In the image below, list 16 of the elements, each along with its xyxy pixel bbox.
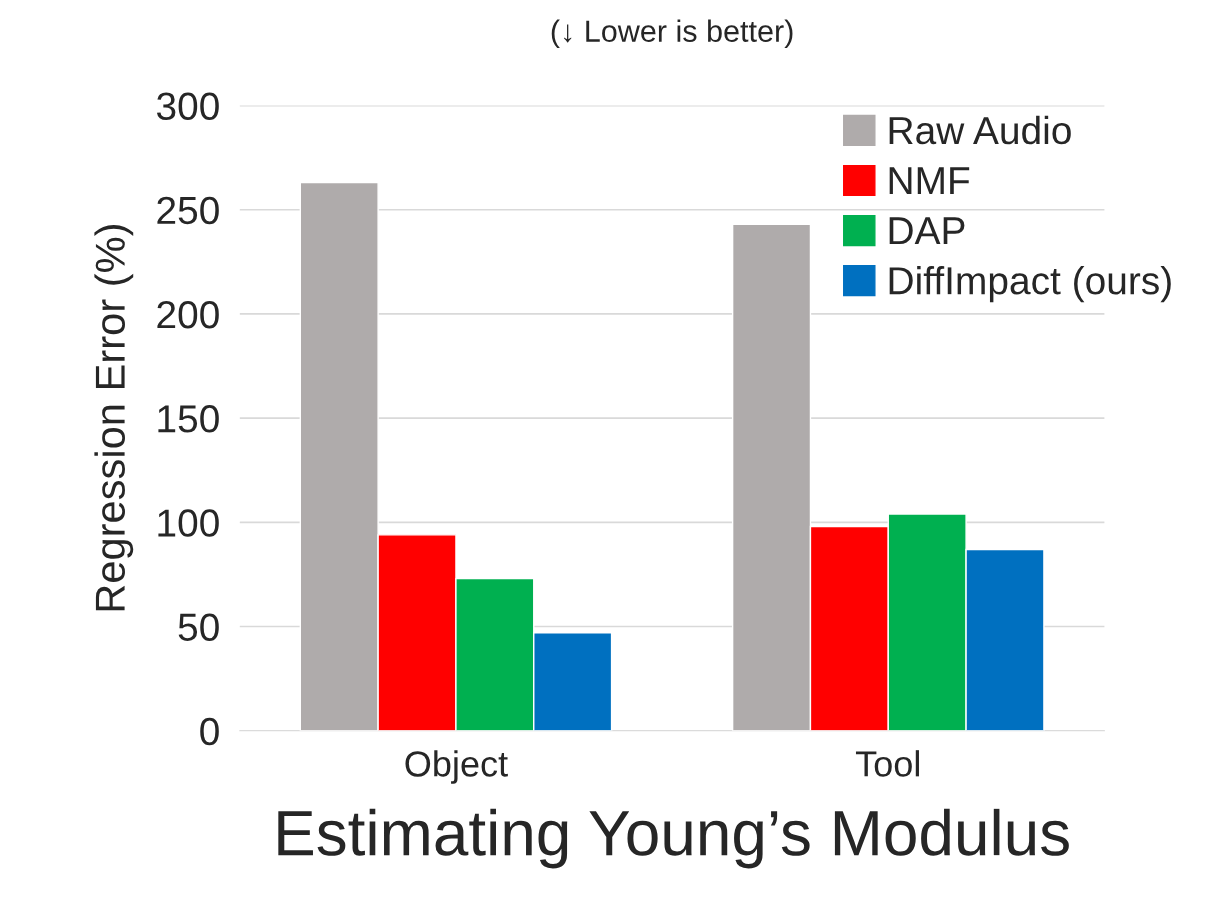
x-tick-label: Object (405, 750, 508, 784)
x-tick-label: Tool (855, 750, 919, 777)
legend-label: NMF (889, 167, 970, 195)
legend-label: DAP (889, 217, 965, 245)
legend-label: DiffImpact (ours) (889, 265, 1171, 303)
y-tick-label: 250 (157, 196, 219, 225)
y-tick-label: 300 (156, 92, 219, 121)
y-tick-label: 0 (200, 717, 219, 746)
legend-label: Raw Audio (889, 115, 1071, 145)
y-tick-label: 100 (158, 509, 219, 537)
y-tick-label: 50 (178, 613, 219, 642)
y-tick-label: 200 (157, 300, 219, 329)
chart-title: (↓ Lower is better) (551, 19, 793, 48)
y-axis-title: Regression Error (%) (94, 225, 134, 611)
x-axis-title: Estimating Young’s Modulus (278, 808, 1069, 869)
y-tick-label: 150 (158, 405, 219, 433)
